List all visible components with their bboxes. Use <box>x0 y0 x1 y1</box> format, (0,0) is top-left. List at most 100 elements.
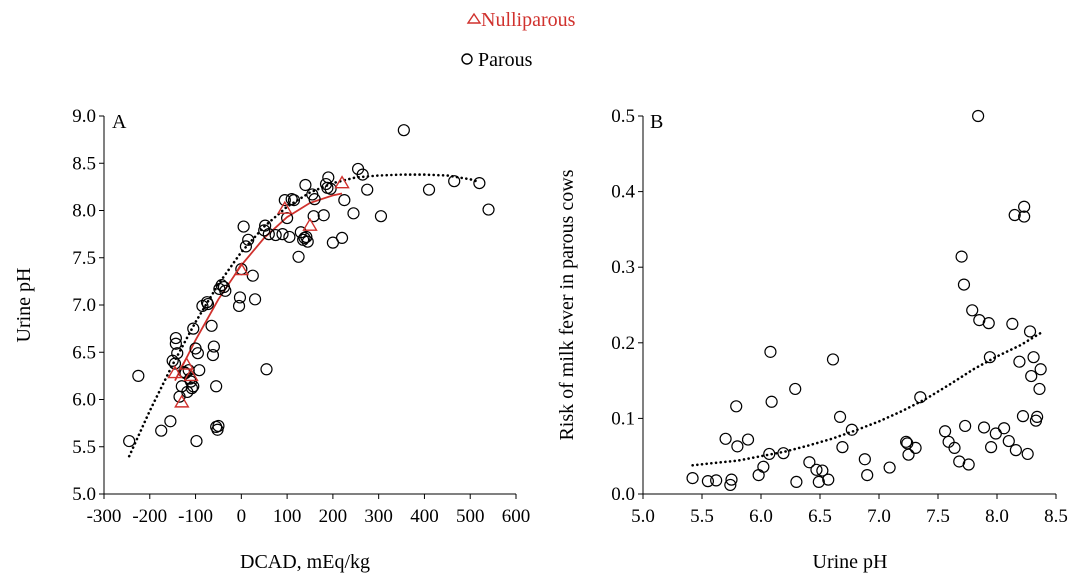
panel-b-point-parous <box>984 441 998 454</box>
panel-a-point-parous <box>317 209 330 222</box>
legend-label-nulliparous: Nulliparous <box>481 9 576 31</box>
panel-b-x-tick-label: 8.5 <box>1044 506 1068 527</box>
panel-a-point-parous <box>164 415 177 428</box>
panel-a-y-tick-label: 9.0 <box>72 106 96 127</box>
panel-b-point-parous <box>883 461 896 474</box>
panel-a-y-tick-label: 6.0 <box>72 390 96 411</box>
panel-a-x-tick-label: 400 <box>410 506 439 527</box>
panel-b-x-tick-label: 7.0 <box>867 506 891 527</box>
panel-b-point-parous <box>962 458 975 471</box>
panel-a-point-parous <box>347 207 360 220</box>
panel-a-point-parous <box>123 434 136 448</box>
panel-b-point-parous <box>810 463 823 476</box>
panel-a-point-parous <box>299 178 312 192</box>
panel-b-point-parous <box>977 421 991 434</box>
panel-b-point-parous <box>989 427 1002 440</box>
panel-b-point-parous <box>741 433 755 446</box>
panel-a-x-tick-label: 600 <box>502 506 531 527</box>
panel-b-ticklabels: 5.0 5.5 6.0 6.5 7.0 7.5 8.0 8.5 0.0 0.1 0.2 0.3 0.4 0… <box>611 106 1068 527</box>
panel-b-x-tick-label: 6.5 <box>808 506 832 527</box>
panel-b-point-parous <box>1031 410 1044 423</box>
panel-a-point-parous <box>448 175 461 188</box>
panel-a-x-tick-label: 200 <box>319 506 348 527</box>
panel-a-y-tick-label: 5.5 <box>72 437 96 458</box>
panel-a-point-parous <box>169 337 182 350</box>
panel-a-point-nulliparous <box>233 262 250 276</box>
panel-a-point-parous <box>374 210 388 223</box>
panel-b-point-parous <box>997 422 1011 435</box>
panel-b-point-parous <box>1016 410 1030 423</box>
panel-b-letter: B <box>650 111 663 133</box>
panel-b-point-parous <box>948 441 961 454</box>
panel-b-point-parous <box>983 351 997 364</box>
panel-a-point-nulliparous <box>178 356 195 370</box>
panel-b-point-parous <box>1025 369 1038 383</box>
panel-a-point-parous <box>210 380 223 393</box>
panel-b-point-parous <box>724 478 737 492</box>
legend-item-nulliparous: Nulliparous <box>466 9 576 31</box>
panel-a-point-parous <box>185 382 198 395</box>
panel-b-x-tick-label: 7.5 <box>926 506 950 527</box>
panel-b-point-parous <box>900 435 913 448</box>
panel-a-x-tick-label: 100 <box>273 506 302 527</box>
panel-b-xlabel: Urine pH <box>813 551 888 573</box>
panel-b-point-parous <box>725 473 738 486</box>
panel-a-point-parous <box>242 233 255 246</box>
panel-a-point-parous <box>248 293 262 306</box>
panel-a-point-parous <box>260 363 273 376</box>
panel-b-point-parous <box>942 435 955 448</box>
panel-a-y-tick-label: 7.5 <box>72 248 96 269</box>
panel-a-point-parous <box>212 419 225 433</box>
panel-a-point-parous <box>361 183 374 196</box>
panel-a-point-parous <box>258 224 271 237</box>
panel-b-point-parous <box>1013 355 1026 368</box>
panel-b-point-parous <box>686 472 699 485</box>
panel-b-point-parous <box>789 382 802 396</box>
panel-b-point-parous <box>1006 317 1019 330</box>
legend-label-parous: Parous <box>478 49 533 71</box>
panel-b-point-parous <box>1009 444 1022 457</box>
panel-b-point-parous <box>826 353 840 366</box>
panel-a-fits <box>127 173 481 458</box>
panel-a-point-parous <box>262 228 275 241</box>
panel-b-y-tick-label: 0.4 <box>611 182 635 203</box>
panel-b-point-parous <box>731 440 744 453</box>
panel-a-xlabel: DCAD, mEq/kg <box>240 551 370 573</box>
panel-b-point-parous <box>972 109 985 123</box>
panel-a-ylabel: Urine pH <box>13 268 35 343</box>
panel-b-point-parous <box>845 423 858 436</box>
panel-a-point-parous <box>338 194 351 207</box>
panel-a-point-parous <box>473 176 486 190</box>
panel-a-point-parous <box>308 193 321 206</box>
panel-b-point-parous <box>1027 351 1040 364</box>
panel-b-x-tick-label: 8.0 <box>985 506 1009 527</box>
panel-b-point-parous <box>938 425 952 438</box>
panel-a-point-parous <box>187 322 200 335</box>
panel-a-point-nulliparous <box>302 217 318 231</box>
panel-b-y-tick-label: 0.5 <box>611 106 635 127</box>
panel-a-point-nulliparous <box>334 175 350 189</box>
panel-a-x-tick-label: -100 <box>178 506 213 527</box>
panel-a-point-parous <box>259 219 272 232</box>
panel-b-point-parous <box>1002 434 1015 448</box>
panel-b-axes <box>638 115 1057 499</box>
panel-a-x-tick-label: 0 <box>237 506 247 527</box>
panel-b-point-parous <box>1021 447 1034 461</box>
panel-b-point-parous <box>955 250 968 263</box>
panel-a-fit-parous-dotted <box>127 173 481 458</box>
panel-a-point-parous <box>246 269 259 282</box>
panel-a-point-parous <box>201 297 215 311</box>
panel-b-point-parous <box>730 400 743 413</box>
panel-b-point-parous <box>957 278 971 291</box>
panel-a-y-tick-label: 7.0 <box>72 295 96 316</box>
panel-a-point-parous <box>206 348 220 362</box>
panel-a-point-parous <box>196 299 209 313</box>
panel-b-point-parous <box>710 474 723 487</box>
panel-b-point-parous <box>763 447 776 461</box>
panel-b-fits <box>691 331 1042 467</box>
panel-b-point-parous <box>812 475 825 489</box>
panel-a: -300 -200 -100 0 100 200 300 400 500 600 5.0 5.5 6.0… <box>13 106 530 573</box>
panel-b-point-parous <box>701 475 715 488</box>
panel-b-x-tick-label: 5.5 <box>690 506 714 527</box>
panel-b-point-parous <box>836 441 849 454</box>
